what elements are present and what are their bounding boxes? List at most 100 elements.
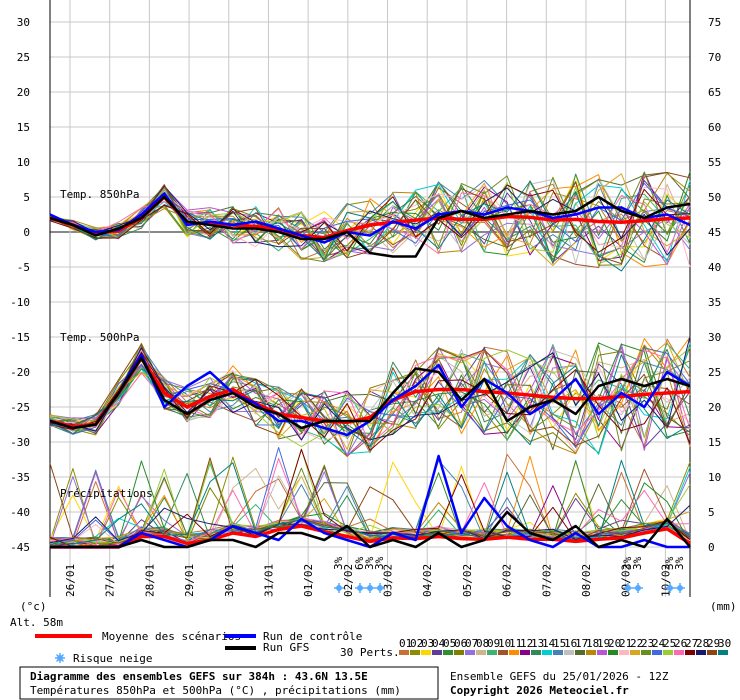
pert-t500-line	[49, 346, 691, 457]
pert-legend-swatch	[619, 650, 629, 655]
pert-legend-id: 26	[674, 637, 687, 650]
pert-legend-id: 12	[520, 637, 533, 650]
snowflake-icon	[55, 653, 65, 663]
altitude-label: Alt. 58m	[10, 616, 63, 629]
panel-label-precip: Précipitations	[60, 487, 153, 500]
pert-t850-line	[49, 184, 691, 253]
snow-percent-label: 3%	[673, 556, 686, 570]
left-tick-label: 20	[17, 86, 30, 99]
left-tick-label: -35	[10, 471, 30, 484]
pert-legend-id: 16	[564, 637, 577, 650]
pert-t500-line	[49, 351, 691, 451]
left-axis: 30 25 20 15 10 5 0 -5 -10 -15 -20 -25 -30 -35 -40 -45	[10, 16, 30, 554]
pert-legend-swatch	[520, 650, 530, 655]
date-label: 27/01	[104, 564, 117, 597]
right-tick-label: 5	[708, 506, 715, 519]
legend: Moyenne des scénarios Run de contrôle Ru…	[35, 630, 731, 665]
snow-percent-label: 3%	[663, 556, 676, 570]
pert-legend-id: 18	[586, 637, 599, 650]
right-tick-label: 45	[708, 226, 721, 239]
left-tick-label: -30	[10, 436, 30, 449]
pert-legend-swatch	[652, 650, 662, 655]
right-tick-label: 70	[708, 51, 721, 64]
pert-legend-id: 04	[432, 637, 446, 650]
pert-legend-swatch	[443, 650, 453, 655]
pert-legend-swatch	[476, 650, 486, 655]
pert-legend-id: 24	[652, 637, 666, 650]
pert-legend-swatch	[410, 650, 420, 655]
pert-legend-id: 07	[465, 637, 478, 650]
pert-legend-id: 28	[696, 637, 709, 650]
pert-legend-id: 05	[443, 637, 456, 650]
snowflake-icon	[355, 583, 365, 593]
main-series-lines	[49, 192, 691, 549]
gfs-t850-line	[49, 195, 691, 258]
footer-box	[19, 666, 439, 700]
perturbation-legend: 0102030405060708091011121314151617181920…	[399, 637, 731, 655]
pert-legend-id: 06	[454, 637, 467, 650]
pert-legend-id: 02	[410, 637, 423, 650]
pert-legend-swatch	[575, 650, 585, 655]
right-tick-label: 0	[708, 541, 715, 554]
pert-legend-swatch	[432, 650, 442, 655]
snowflake-icon	[633, 583, 643, 593]
right-tick-label: 10	[708, 471, 721, 484]
pert-legend-swatch	[630, 650, 640, 655]
left-tick-label: 15	[17, 121, 30, 134]
date-label: 29/01	[183, 564, 196, 597]
pert-legend-swatch	[718, 650, 728, 655]
right-tick-label: 15	[708, 436, 721, 449]
pert-legend-id: 30	[718, 637, 731, 650]
left-tick-label: 10	[17, 156, 30, 169]
pert-legend-id: 14	[542, 637, 556, 650]
right-tick-label: 35	[708, 296, 721, 309]
gfs-precip-line	[50, 510, 691, 549]
date-label: 04/02	[421, 564, 434, 597]
pert-legend-id: 29	[707, 637, 720, 650]
pert-legend-id: 10	[498, 637, 511, 650]
pert-legend-id: 11	[509, 637, 522, 650]
pert-legend-id: 27	[685, 637, 698, 650]
pert-legend-id: 03	[421, 637, 434, 650]
snow-risk-markers: 3% 6%3%3% 3%3% 3%3%	[332, 556, 686, 593]
pert-legend-swatch	[487, 650, 497, 655]
pert-legend-id: 09	[487, 637, 500, 650]
snow-percent-label: 6%	[353, 556, 366, 570]
right-tick-label: 60	[708, 121, 721, 134]
snowflake-icon	[334, 583, 344, 593]
legend-perts: 30 Perts.	[340, 646, 400, 659]
control-t850-line	[49, 192, 691, 244]
date-label: 08/02	[580, 564, 593, 597]
legend-control: Run de contrôle	[263, 630, 362, 643]
pert-legend-id: 22	[630, 637, 643, 650]
footer-run: Ensemble GEFS du 25/01/2026 - 12Z	[450, 670, 669, 683]
date-label: 06/02	[501, 564, 514, 597]
left-tick-label: -40	[10, 506, 30, 519]
footer-title: Diagramme des ensembles GEFS sur 384h : …	[30, 670, 368, 683]
pert-legend-swatch	[696, 650, 706, 655]
legend-snow: Risque neige	[73, 652, 152, 665]
right-tick-label: 55	[708, 156, 721, 169]
snow-percent-label: 3%	[373, 556, 386, 570]
left-tick-label: -25	[10, 401, 30, 414]
pert-legend-swatch	[498, 650, 508, 655]
pert-legend-swatch	[608, 650, 618, 655]
pert-legend-swatch	[421, 650, 431, 655]
pert-precip-line	[49, 498, 691, 547]
date-label: 07/02	[540, 564, 553, 597]
legend-mean: Moyenne des scénarios	[102, 630, 241, 643]
pert-legend-id: 25	[663, 637, 676, 650]
mean-t500-line	[49, 356, 691, 429]
footer-subtitle: Températures 850hPa et 500hPa (°C) , pré…	[30, 684, 401, 697]
pert-legend-id: 23	[641, 637, 654, 650]
snowflake-icon	[675, 583, 685, 593]
date-label: 30/01	[223, 564, 236, 597]
date-label: 02/02	[342, 564, 355, 597]
snowflake-icon	[365, 583, 375, 593]
left-tick-label: 0	[23, 226, 30, 239]
pert-legend-id: 13	[531, 637, 544, 650]
right-tick-label: 20	[708, 401, 721, 414]
pert-legend-swatch	[531, 650, 541, 655]
